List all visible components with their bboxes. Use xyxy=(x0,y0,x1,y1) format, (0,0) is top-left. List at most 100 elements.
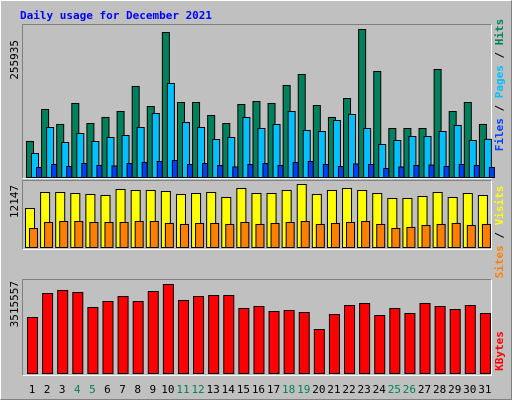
bar xyxy=(322,163,329,178)
bar xyxy=(177,299,189,374)
bar xyxy=(449,309,461,374)
bar xyxy=(91,141,100,178)
bar xyxy=(464,305,476,374)
bar xyxy=(121,135,130,179)
bar xyxy=(300,221,310,249)
bar xyxy=(438,131,447,178)
bar xyxy=(483,138,492,178)
bar xyxy=(453,125,462,179)
bar xyxy=(277,164,284,178)
x-tick-label: 20 xyxy=(312,383,325,396)
bar xyxy=(359,303,371,374)
bar xyxy=(179,223,189,248)
bar xyxy=(102,301,114,374)
x-tick-label: 5 xyxy=(89,383,96,396)
bar xyxy=(255,223,265,248)
bar xyxy=(332,120,341,179)
x-tick-label: 29 xyxy=(448,383,461,396)
bar xyxy=(383,167,390,178)
bar xyxy=(378,144,387,179)
x-tick-label: 6 xyxy=(104,383,111,396)
bar xyxy=(270,222,280,248)
legend-entry: Files xyxy=(493,118,506,151)
x-tick-label: 30 xyxy=(463,383,476,396)
bar xyxy=(238,307,250,375)
bar xyxy=(240,222,250,249)
x-tick-label: 22 xyxy=(342,383,355,396)
bar xyxy=(87,307,99,374)
bar xyxy=(468,140,477,178)
legend-entry: Hits xyxy=(493,19,506,46)
bar xyxy=(283,309,295,375)
x-tick-label: 4 xyxy=(74,383,81,396)
legend-entry: Visits xyxy=(493,186,506,226)
bar xyxy=(46,127,55,178)
bar xyxy=(134,221,144,249)
panel-frame xyxy=(22,24,492,179)
bar xyxy=(421,225,431,248)
bar xyxy=(458,163,465,178)
x-tick-label: 19 xyxy=(297,383,310,396)
bar xyxy=(368,163,375,178)
legend: KBytes xyxy=(493,331,506,371)
bar xyxy=(181,122,190,178)
bar xyxy=(393,140,402,178)
bar xyxy=(141,162,148,179)
x-tick-label: 2 xyxy=(44,383,51,396)
bar xyxy=(423,136,432,179)
bar xyxy=(413,164,420,178)
bar xyxy=(162,284,174,374)
bar xyxy=(313,329,325,374)
bar xyxy=(297,74,306,178)
bar xyxy=(298,311,310,375)
bar xyxy=(315,223,325,248)
bar xyxy=(337,166,344,178)
bar xyxy=(217,164,224,178)
x-tick-label: 3 xyxy=(59,383,66,396)
bar xyxy=(89,222,99,249)
bar xyxy=(210,222,220,248)
bar xyxy=(391,228,401,248)
bar xyxy=(373,71,382,178)
bar xyxy=(197,127,206,178)
x-tick-label: 31 xyxy=(478,383,491,396)
bar xyxy=(488,166,495,178)
bar xyxy=(81,163,88,179)
bar xyxy=(44,222,54,249)
bar xyxy=(307,160,314,179)
x-tick-label: 1 xyxy=(29,383,36,396)
x-tick-label: 25 xyxy=(388,383,401,396)
chart-title: Daily usage for December 2021 xyxy=(20,9,212,22)
bar xyxy=(66,166,73,178)
bar xyxy=(376,223,386,248)
bar xyxy=(166,83,175,178)
legend: Files / Pages / Hits xyxy=(493,19,506,152)
panel-frame xyxy=(22,180,492,250)
bar xyxy=(31,153,39,179)
y-tick-label: 12147 xyxy=(8,185,21,218)
bar xyxy=(72,291,84,374)
bar xyxy=(208,295,220,374)
bar xyxy=(96,164,103,178)
bar xyxy=(463,101,472,178)
x-tick-label: 10 xyxy=(161,383,174,396)
bar xyxy=(195,222,205,248)
bar xyxy=(344,305,356,374)
bar xyxy=(36,166,42,178)
bar xyxy=(466,225,476,248)
bar xyxy=(374,315,386,375)
x-tick-label: 24 xyxy=(373,383,387,396)
bar xyxy=(406,226,416,248)
x-tick-label: 16 xyxy=(252,383,265,396)
x-tick-label: 18 xyxy=(282,383,295,396)
bar xyxy=(358,29,367,178)
panel-frame xyxy=(22,279,492,376)
bar xyxy=(285,222,295,249)
x-tick-label: 9 xyxy=(149,383,156,396)
bar xyxy=(317,131,326,178)
bar xyxy=(398,166,405,178)
bar xyxy=(428,164,435,178)
bar xyxy=(202,163,209,179)
